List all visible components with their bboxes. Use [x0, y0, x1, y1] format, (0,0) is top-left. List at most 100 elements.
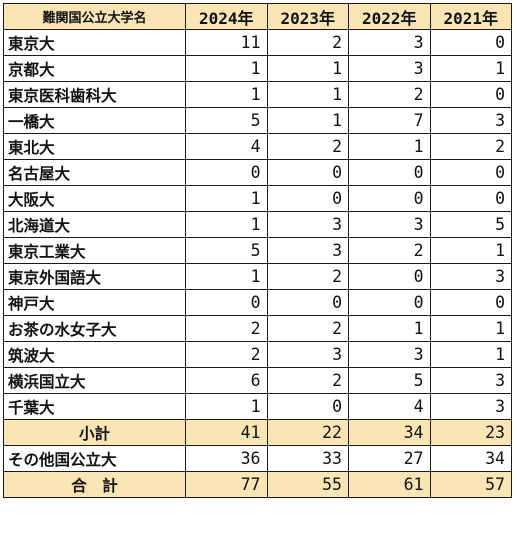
- other-public-label: その他国公立大: [3, 445, 186, 472]
- table-row: 神戸大 0 0 0 0: [3, 289, 512, 316]
- count-2021: 3: [429, 393, 512, 420]
- other-2022: 27: [348, 445, 431, 472]
- table-row: 千葉大 1 0 4 3: [3, 393, 512, 420]
- table-row: 京都大 1 1 3 1: [3, 55, 512, 82]
- count-2023: 2: [266, 367, 349, 394]
- count-2024: 0: [185, 159, 268, 186]
- table-row: 筑波大 2 3 3 1: [3, 341, 512, 368]
- table-row: 東京大 11 2 3 0: [3, 29, 512, 56]
- count-2024: 11: [185, 29, 268, 56]
- subtotal-row: 小計 41 22 34 23: [3, 419, 512, 446]
- table-row: 東京工業大 5 3 2 1: [3, 237, 512, 264]
- university-results-table: 難関国公立大学名 2024年 2023年 2022年 2021年 東京大 11 …: [3, 3, 512, 498]
- count-2021: 3: [429, 367, 512, 394]
- other-public-row: その他国公立大 36 33 27 34: [3, 445, 512, 472]
- header-year-2023: 2023年: [266, 3, 349, 30]
- count-2023: 1: [266, 81, 349, 108]
- table-row: 北海道大 1 3 3 5: [3, 211, 512, 238]
- count-2024: 2: [185, 315, 268, 342]
- count-2022: 0: [348, 263, 431, 290]
- subtotal-2021: 23: [429, 419, 512, 446]
- count-2023: 2: [266, 29, 349, 56]
- count-2021: 1: [429, 315, 512, 342]
- subtotal-2022: 34: [348, 419, 431, 446]
- count-2023: 0: [266, 159, 349, 186]
- university-name: 東京大: [3, 29, 186, 56]
- count-2024: 4: [185, 133, 268, 160]
- count-2023: 3: [266, 211, 349, 238]
- count-2022: 3: [348, 211, 431, 238]
- count-2023: 1: [266, 107, 349, 134]
- count-2021: 2: [429, 133, 512, 160]
- table-row: 横浜国立大 6 2 5 3: [3, 367, 512, 394]
- university-name: 大阪大: [3, 185, 186, 212]
- count-2022: 3: [348, 341, 431, 368]
- table-row: 大阪大 1 0 0 0: [3, 185, 512, 212]
- count-2024: 1: [185, 263, 268, 290]
- count-2022: 5: [348, 367, 431, 394]
- university-name: 北海道大: [3, 211, 186, 238]
- university-name: 東北大: [3, 133, 186, 160]
- total-2021: 57: [429, 471, 512, 498]
- total-row: 合 計 77 55 61 57: [3, 471, 512, 498]
- count-2024: 1: [185, 55, 268, 82]
- count-2022: 1: [348, 133, 431, 160]
- subtotal-2023: 22: [266, 419, 349, 446]
- count-2022: 2: [348, 237, 431, 264]
- header-year-2024: 2024年: [185, 3, 268, 30]
- count-2024: 1: [185, 81, 268, 108]
- count-2021: 3: [429, 263, 512, 290]
- count-2024: 5: [185, 237, 268, 264]
- count-2024: 0: [185, 289, 268, 316]
- count-2024: 5: [185, 107, 268, 134]
- total-2023: 55: [266, 471, 349, 498]
- count-2022: 0: [348, 289, 431, 316]
- table-row: 東京外国語大 1 2 0 3: [3, 263, 512, 290]
- count-2021: 0: [429, 185, 512, 212]
- count-2022: 3: [348, 29, 431, 56]
- count-2021: 1: [429, 341, 512, 368]
- count-2023: 2: [266, 315, 349, 342]
- total-2024: 77: [185, 471, 268, 498]
- count-2021: 3: [429, 107, 512, 134]
- count-2023: 1: [266, 55, 349, 82]
- subtotal-2024: 41: [185, 419, 268, 446]
- header-row: 難関国公立大学名 2024年 2023年 2022年 2021年: [3, 3, 512, 30]
- count-2021: 0: [429, 289, 512, 316]
- count-2024: 1: [185, 211, 268, 238]
- count-2023: 0: [266, 289, 349, 316]
- total-label: 合 計: [3, 471, 186, 498]
- count-2024: 1: [185, 185, 268, 212]
- university-name: 筑波大: [3, 341, 186, 368]
- count-2022: 0: [348, 185, 431, 212]
- table-row: お茶の水女子大 2 2 1 1: [3, 315, 512, 342]
- subtotal-label: 小計: [3, 419, 186, 446]
- count-2023: 3: [266, 341, 349, 368]
- count-2021: 0: [429, 29, 512, 56]
- university-name: お茶の水女子大: [3, 315, 186, 342]
- count-2023: 0: [266, 393, 349, 420]
- table-row: 東京医科歯科大 1 1 2 0: [3, 81, 512, 108]
- count-2021: 0: [429, 159, 512, 186]
- count-2024: 1: [185, 393, 268, 420]
- header-year-2022: 2022年: [348, 3, 431, 30]
- count-2022: 4: [348, 393, 431, 420]
- count-2023: 2: [266, 133, 349, 160]
- count-2022: 3: [348, 55, 431, 82]
- header-year-2021: 2021年: [429, 3, 512, 30]
- other-2024: 36: [185, 445, 268, 472]
- count-2022: 1: [348, 315, 431, 342]
- count-2021: 1: [429, 237, 512, 264]
- university-name: 名古屋大: [3, 159, 186, 186]
- count-2022: 0: [348, 159, 431, 186]
- table-row: 名古屋大 0 0 0 0: [3, 159, 512, 186]
- total-2022: 61: [348, 471, 431, 498]
- header-university-name: 難関国公立大学名: [3, 3, 186, 30]
- count-2021: 0: [429, 81, 512, 108]
- university-name: 東京医科歯科大: [3, 81, 186, 108]
- university-name: 京都大: [3, 55, 186, 82]
- other-2021: 34: [429, 445, 512, 472]
- university-name: 千葉大: [3, 393, 186, 420]
- count-2023: 0: [266, 185, 349, 212]
- count-2022: 2: [348, 81, 431, 108]
